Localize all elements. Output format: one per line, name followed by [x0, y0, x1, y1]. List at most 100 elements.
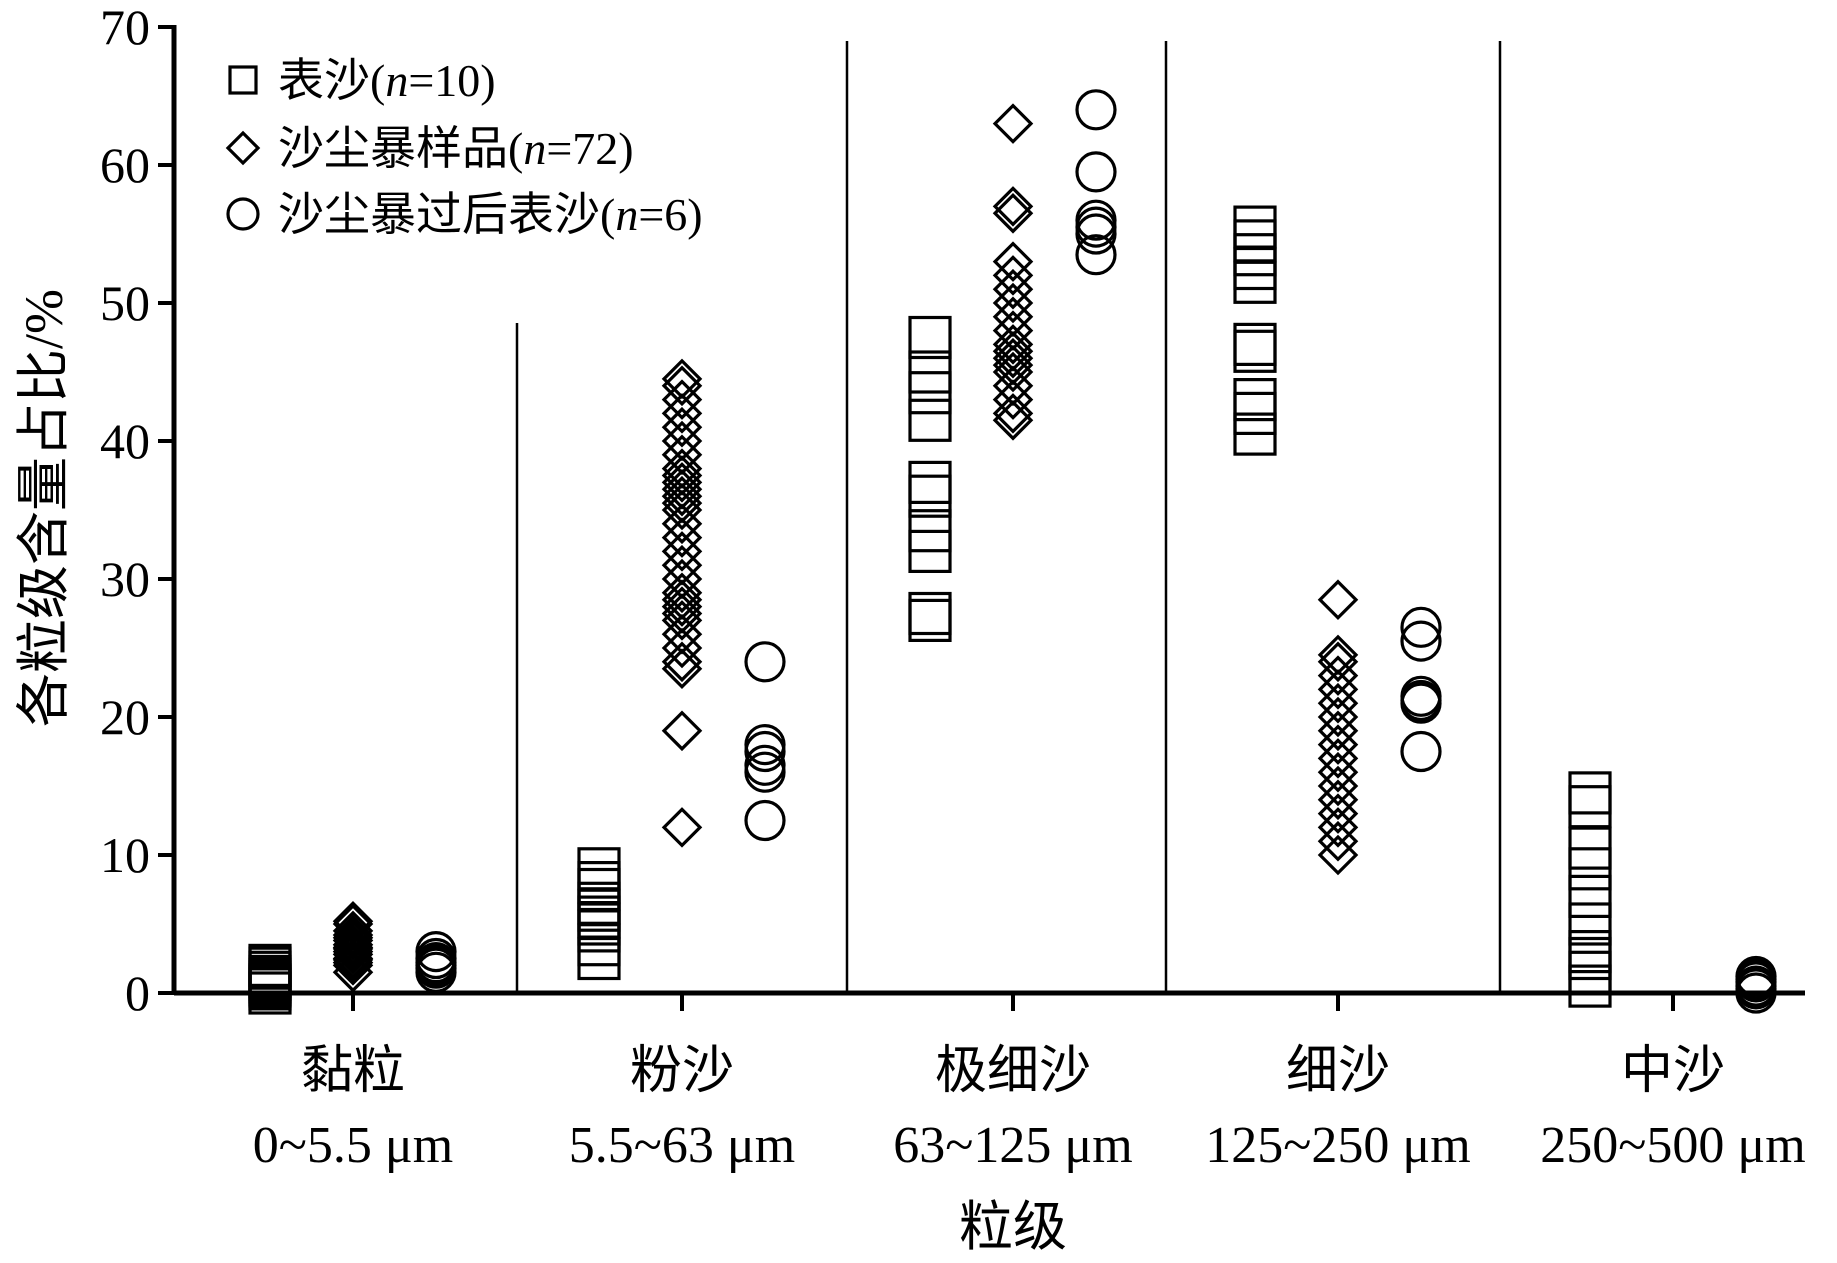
legend-label-2: 沙尘暴样品(n=72) [278, 123, 634, 174]
category-name-3: 极细沙 [935, 1043, 1091, 1100]
category-name-2: 粉沙 [630, 1043, 734, 1100]
point-diamond-cat3-10 [992, 310, 1034, 351]
point-diamond-cat2-24 [661, 434, 703, 476]
point-circle-cat2-3 [744, 744, 786, 786]
point-square-cat5-10 [1568, 936, 1612, 981]
legend-label-1: 表沙(n=10) [278, 55, 496, 106]
point-diamond-cat2-6 [661, 613, 703, 655]
point-diamond-cat2-13 [661, 544, 703, 586]
point-diamond-cat3-11 [992, 296, 1034, 338]
point-diamond-cat4-13 [1317, 669, 1359, 710]
y-tick-label-20: 20 [100, 689, 150, 745]
point-circle-cat2-5 [744, 723, 786, 766]
category-range-5: 250~500 μm [1540, 1117, 1805, 1174]
point-diamond-cat1-9 [332, 920, 374, 961]
point-circle-cat3-4 [1075, 199, 1117, 241]
axes [171, 25, 1805, 996]
point-diamond-cat2-30 [661, 358, 703, 400]
point-circle-cat5-6 [1735, 955, 1777, 998]
point-diamond-cat3-1 [992, 400, 1034, 441]
point-circle-cat3-5 [1075, 151, 1117, 193]
y-tick-label-70: 70 [100, 0, 150, 55]
category-range-4: 125~250 μm [1205, 1117, 1470, 1174]
point-diamond-cat4-14 [1317, 655, 1359, 696]
point-diamond-cat4-8 [1317, 738, 1359, 779]
legend-diamond-icon [225, 130, 261, 166]
category-name-4: 细沙 [1286, 1043, 1390, 1100]
point-diamond-cat2-26 [661, 406, 703, 448]
point-diamond-cat2-5 [661, 627, 703, 669]
point-diamond-cat2-1 [661, 807, 703, 848]
point-diamond-cat2-14 [661, 531, 703, 572]
legend-square-icon [228, 65, 258, 95]
point-square-cat3-2 [908, 591, 952, 636]
point-diamond-cat4-5 [1317, 779, 1359, 821]
point-diamond-cat3-3 [992, 379, 1034, 420]
point-square-cat4-5 [1233, 260, 1277, 304]
legend: 表沙(n=10) 沙尘暴样品(n=72) 沙尘暴过后表沙(n=6) [225, 55, 703, 240]
point-square-cat5-5 [1568, 874, 1612, 919]
point-diamond-cat4-16 [1317, 634, 1359, 676]
point-square-cat3-9 [908, 350, 952, 394]
point-square-cat4-7 [1233, 233, 1277, 277]
point-diamond-cat4-12 [1317, 682, 1359, 724]
y-tick-label-60: 60 [100, 137, 150, 193]
point-diamond-cat2-2 [661, 710, 703, 752]
point-square-cat4-6 [1233, 246, 1277, 291]
point-diamond-cat3-17 [992, 186, 1034, 227]
point-square-cat4-9 [1233, 205, 1277, 249]
point-square-cat2-10 [577, 902, 621, 946]
point-diamond-cat1-16 [332, 927, 374, 968]
point-square-cat5-4 [1568, 902, 1612, 946]
y-tick-label-50: 50 [100, 275, 150, 331]
point-diamond-cat4-3 [1317, 807, 1359, 848]
category-name-5: 中沙 [1621, 1043, 1725, 1100]
point-circle-cat4-1 [1400, 730, 1442, 773]
point-diamond-cat2-3 [661, 648, 703, 689]
point-diamond-cat2-10 [661, 579, 703, 620]
point-diamond-cat4-7 [1317, 751, 1359, 793]
point-circle-cat3-1 [1075, 234, 1117, 276]
category-range-1: 0~5.5 μm [253, 1117, 453, 1174]
point-square-cat2-9 [577, 847, 621, 891]
point-diamond-cat2-27 [661, 393, 703, 434]
point-diamond-cat4-9 [1317, 724, 1359, 765]
point-diamond-cat3-8 [992, 331, 1034, 372]
y-tick-label-10: 10 [100, 827, 150, 883]
y-tick-label-30: 30 [100, 551, 150, 607]
category-dividers [515, 41, 1502, 993]
point-diamond-cat3-16 [992, 193, 1034, 234]
point-diamond-cat4-1 [1317, 834, 1359, 876]
point-diamond-cat2-22 [661, 455, 703, 496]
y-tick-label-0: 0 [125, 965, 150, 1021]
y-tick-label-40: 40 [100, 413, 150, 469]
point-diamond-cat4-10 [1317, 710, 1359, 752]
point-diamond-cat3-4 [992, 365, 1034, 407]
legend-circle-icon [226, 197, 260, 231]
point-diamond-cat4-11 [1317, 696, 1359, 738]
point-diamond-cat3-12 [992, 282, 1034, 324]
legend-label-3: 沙尘暴过后表沙(n=6) [278, 189, 703, 240]
point-square-cat5-9 [1568, 771, 1612, 815]
point-diamond-cat3-14 [992, 255, 1034, 296]
point-circle-cat4-4 [1400, 620, 1442, 662]
point-circle-cat4-6 [1400, 679, 1442, 722]
point-square-cat4-8 [1233, 219, 1277, 263]
point-circle-cat1-6 [415, 942, 457, 984]
point-diamond-cat2-29 [661, 365, 703, 407]
data-points [248, 89, 1777, 1015]
point-diamond-cat2-28 [661, 379, 703, 420]
y-ticks: 0 10 20 30 40 50 60 70 [100, 0, 174, 1021]
point-diamond-cat4-2 [1317, 820, 1359, 862]
point-square-cat4-10 [1233, 378, 1277, 422]
y-axis-title: 各粒级含量占比/% [14, 289, 74, 727]
point-diamond-cat3-18 [992, 103, 1034, 144]
point-circle-cat1-4 [415, 930, 457, 973]
point-diamond-cat4-6 [1317, 765, 1359, 807]
point-square-cat4-4 [1233, 322, 1277, 366]
point-square-cat3-6 [908, 460, 952, 504]
point-square-cat3-10 [908, 315, 952, 360]
point-circle-cat3-6 [1075, 89, 1117, 131]
point-circle-cat4-5 [1400, 606, 1442, 648]
point-square-cat3-4 [908, 509, 952, 553]
